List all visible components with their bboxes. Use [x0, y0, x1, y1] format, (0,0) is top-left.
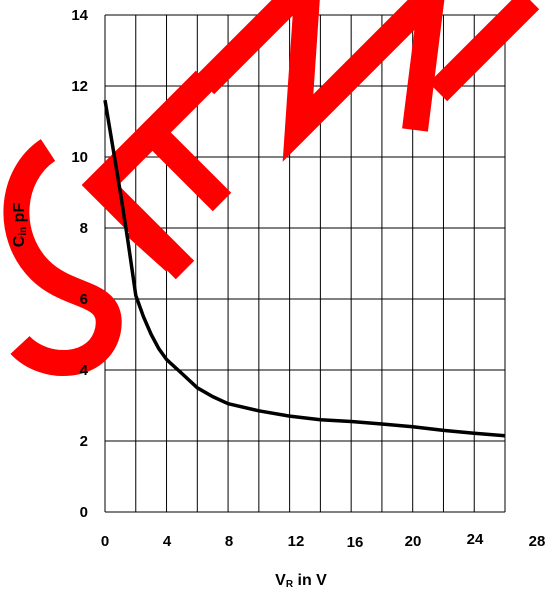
x-tick-label: 4 — [163, 533, 172, 550]
x-tick-labels: 0 4 8 12 16 20 24 28 — [101, 531, 545, 551]
y-tick-label: 0 — [80, 504, 88, 521]
y-tick-label: 14 — [71, 7, 88, 24]
watermark-letter-s — [3, 139, 122, 376]
x-tick-label: 20 — [405, 533, 422, 550]
watermark-letter-m — [195, 0, 445, 162]
x-tick-label: 12 — [288, 533, 305, 550]
x-tick-label: 0 — [101, 533, 109, 550]
y-tick-label: 12 — [71, 78, 88, 95]
watermark-letter-i — [428, 0, 540, 102]
y-tick-label: 10 — [71, 149, 88, 166]
watermark-semi — [3, 0, 540, 376]
x-tick-label: 8 — [225, 533, 233, 550]
y-axis-label-main: C — [11, 235, 28, 247]
y-axis-label-rest: pF — [11, 203, 28, 227]
x-tick-label: 16 — [347, 534, 364, 551]
y-tick-label: 6 — [80, 291, 88, 308]
y-tick-labels: 0 2 4 6 8 10 12 14 — [71, 7, 88, 521]
x-axis-label-sub: R — [286, 579, 294, 590]
y-tick-label: 4 — [80, 362, 89, 379]
x-axis-label: VR in V — [275, 572, 327, 590]
x-axis-label-rest: in V — [293, 572, 327, 589]
x-axis-label-main: V — [275, 572, 286, 589]
x-tick-label: 24 — [467, 531, 484, 548]
y-axis-label-sub: in — [18, 227, 29, 236]
watermark-letter-e — [81, 70, 232, 280]
series-line — [103, 99, 506, 438]
y-tick-label: 8 — [80, 220, 88, 237]
y-tick-label: 2 — [80, 433, 88, 450]
y-axis-label: Cin pF — [11, 203, 29, 248]
x-tick-label: 28 — [529, 533, 545, 550]
series-layer — [103, 99, 506, 438]
